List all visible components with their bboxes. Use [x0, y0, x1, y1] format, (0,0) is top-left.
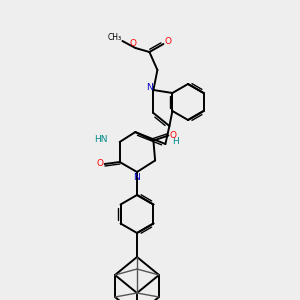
Text: CH₃: CH₃ [107, 34, 122, 43]
Text: N: N [134, 172, 140, 182]
Text: O: O [165, 37, 172, 46]
Text: HN: HN [94, 134, 108, 143]
Text: N: N [146, 83, 153, 92]
Text: O: O [130, 38, 137, 47]
Text: H: H [172, 137, 179, 146]
Text: O: O [96, 160, 103, 169]
Text: O: O [170, 131, 177, 140]
